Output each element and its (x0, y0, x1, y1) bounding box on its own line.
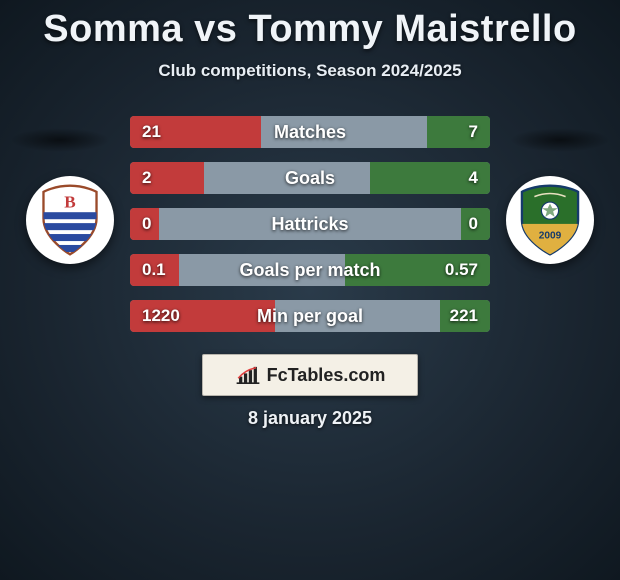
bar-chart-icon (235, 364, 261, 386)
page-title: Somma vs Tommy Maistrello (0, 0, 620, 51)
shadow-right (510, 128, 610, 152)
stat-value-right: 0.57 (445, 254, 478, 286)
stat-row: 0.1Goals per match0.57 (130, 254, 490, 286)
team-logo-right: 2009 (506, 176, 594, 264)
stat-row: 1220Min per goal221 (130, 300, 490, 332)
stat-label: Matches (130, 116, 490, 148)
watermark: FcTables.com (202, 354, 418, 396)
stat-value-right: 0 (469, 208, 478, 240)
stat-row: 21Matches7 (130, 116, 490, 148)
stat-value-right: 7 (469, 116, 478, 148)
stat-row: 2Goals4 (130, 162, 490, 194)
stat-label: Goals per match (130, 254, 490, 286)
stat-row: 0Hattricks0 (130, 208, 490, 240)
stat-label: Min per goal (130, 300, 490, 332)
stat-label: Goals (130, 162, 490, 194)
stat-value-right: 4 (469, 162, 478, 194)
svg-text:B: B (64, 193, 75, 212)
svg-text:2009: 2009 (539, 231, 562, 242)
stat-label: Hattricks (130, 208, 490, 240)
watermark-text: FcTables.com (267, 365, 386, 386)
stats-container: 21Matches7 2Goals4 0Hattricks0 0.1Goals per… (130, 116, 490, 346)
subtitle: Club competitions, Season 2024/2025 (0, 61, 620, 81)
shield-right-icon: 2009 (511, 181, 589, 259)
shadow-left (10, 128, 110, 152)
team-logo-left: B (26, 176, 114, 264)
date-text: 8 january 2025 (0, 408, 620, 429)
stat-value-right: 221 (450, 300, 478, 332)
shield-left-icon: B (31, 181, 109, 259)
